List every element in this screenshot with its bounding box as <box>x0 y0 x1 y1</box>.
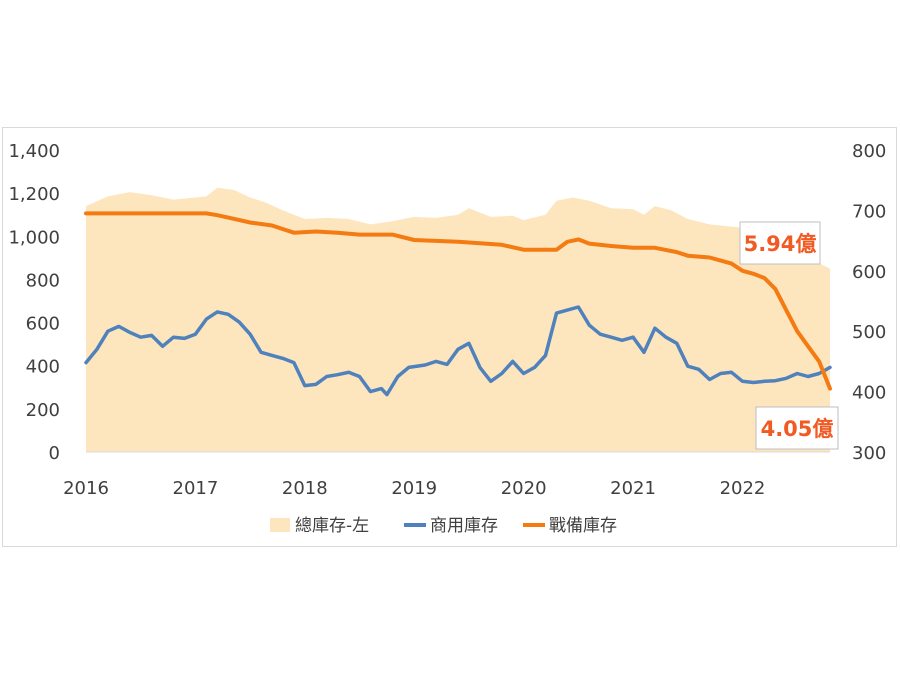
right-y-tick-label: 700 <box>852 201 886 222</box>
legend-label: 總庫存-左 <box>295 516 369 536</box>
plot-area <box>84 187 832 453</box>
x-tick-label: 2017 <box>173 478 219 499</box>
left-y-tick-label: 1,400 <box>8 141 60 162</box>
total-stock-area <box>86 187 830 453</box>
left-y-tick-label: 0 <box>49 443 60 464</box>
right-y-tick-label: 600 <box>852 262 886 283</box>
x-tick-label: 2021 <box>610 478 656 499</box>
legend: 總庫存-左 商用庫存 戰備庫存 <box>270 516 617 536</box>
legend-item: 總庫存-左 <box>270 516 369 536</box>
left-y-tick-label: 800 <box>26 270 60 291</box>
legend-item: 商用庫存 <box>404 516 498 536</box>
callout-label: 5.94億 <box>739 221 821 265</box>
callout-box <box>755 406 839 450</box>
x-tick-label: 2018 <box>282 478 328 499</box>
callout-text: 5.94億 <box>744 232 817 256</box>
left-y-tick-label: 200 <box>26 400 60 421</box>
left-y-tick-label: 1,000 <box>8 227 60 248</box>
callout-label: 4.05億 <box>755 406 839 450</box>
legend-label: 戰備庫存 <box>549 516 617 536</box>
right-y-tick-label: 500 <box>852 322 886 343</box>
callout-text: 4.05億 <box>761 417 834 441</box>
x-tick-label: 2020 <box>501 478 547 499</box>
commercial-stock-line <box>84 305 832 397</box>
legend-swatch <box>270 518 290 532</box>
legend-label: 商用庫存 <box>430 516 498 536</box>
right-y-tick-label: 800 <box>852 141 886 162</box>
left-y-tick-label: 600 <box>26 314 60 335</box>
right-y-tick-label: 300 <box>852 443 886 464</box>
right-y-tick-label: 400 <box>852 383 886 404</box>
strategic-stock-line <box>84 211 832 391</box>
left-y-tick-label: 1,200 <box>8 184 60 205</box>
legend-item: 戰備庫存 <box>523 516 617 536</box>
left-y-tick-label: 400 <box>26 357 60 378</box>
axes: 2016 2017 2018 2019 2020 2021 2022 0 200 400 600 80… <box>8 141 886 499</box>
x-tick-label: 2016 <box>63 478 109 499</box>
x-tick-label: 2022 <box>720 478 766 499</box>
annotations: 5.94億 4.05億 <box>739 221 839 450</box>
x-tick-label: 2019 <box>391 478 437 499</box>
callout-box <box>739 221 821 265</box>
